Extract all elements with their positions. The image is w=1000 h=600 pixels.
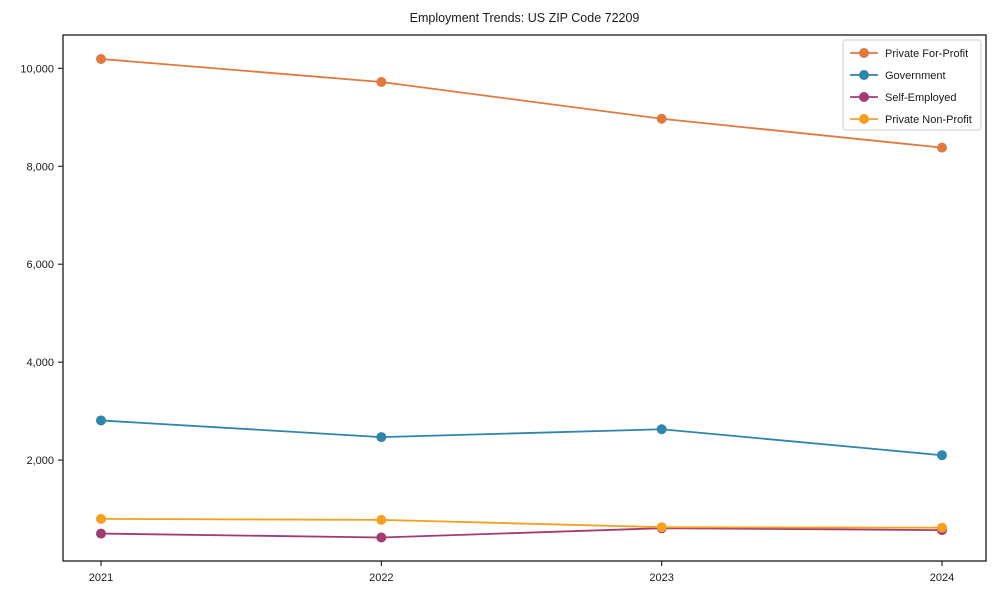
x-tick-label: 2024	[930, 572, 954, 584]
data-point-self-employed	[96, 528, 106, 539]
series-line-private-non-profit	[100, 517, 943, 529]
data-point-private-for-profit	[937, 142, 947, 153]
y-tick-label: 8,000	[26, 161, 54, 173]
x-tick-label: 2021	[89, 572, 113, 584]
plot-border	[62, 34, 987, 562]
x-tick-label: 2023	[649, 572, 673, 584]
chart-title: Employment Trends: US ZIP Code 72209	[409, 11, 640, 25]
legend-marker-self-employed	[859, 92, 869, 102]
legend-box	[842, 39, 982, 131]
legend-label-private-for-profit: Private For-Profit	[885, 48, 968, 60]
legend-label-self-employed: Self-Employed	[885, 92, 957, 104]
data-point-government	[96, 415, 106, 426]
legend-label-government: Government	[885, 70, 946, 82]
data-point-private-for-profit	[656, 113, 667, 124]
data-point-private-non-profit	[96, 513, 106, 524]
data-point-private-for-profit	[96, 53, 106, 64]
series-line-self-employed	[100, 527, 943, 539]
data-point-private-non-profit	[656, 522, 667, 533]
data-point-private-for-profit	[376, 77, 387, 88]
series-line-government	[100, 419, 943, 457]
data-point-self-employed	[376, 532, 387, 543]
y-tick-label: 2,000	[26, 455, 54, 467]
data-point-private-non-profit	[376, 514, 387, 525]
y-tick-label: 4,000	[26, 357, 54, 369]
x-tick-label: 2022	[369, 572, 393, 584]
legend-label-private-non-profit: Private Non-Profit	[885, 114, 972, 126]
legend-marker-private-non-profit	[859, 114, 869, 124]
series-line-private-for-profit	[100, 58, 943, 149]
y-tick-label: 10,000	[20, 63, 54, 75]
y-tick-label: 6,000	[26, 259, 54, 271]
data-point-government	[937, 450, 947, 461]
data-point-private-non-profit	[937, 522, 947, 533]
data-point-government	[656, 424, 667, 435]
data-point-government	[376, 432, 387, 443]
legend-marker-private-for-profit	[859, 48, 869, 58]
legend-marker-government	[859, 70, 869, 80]
